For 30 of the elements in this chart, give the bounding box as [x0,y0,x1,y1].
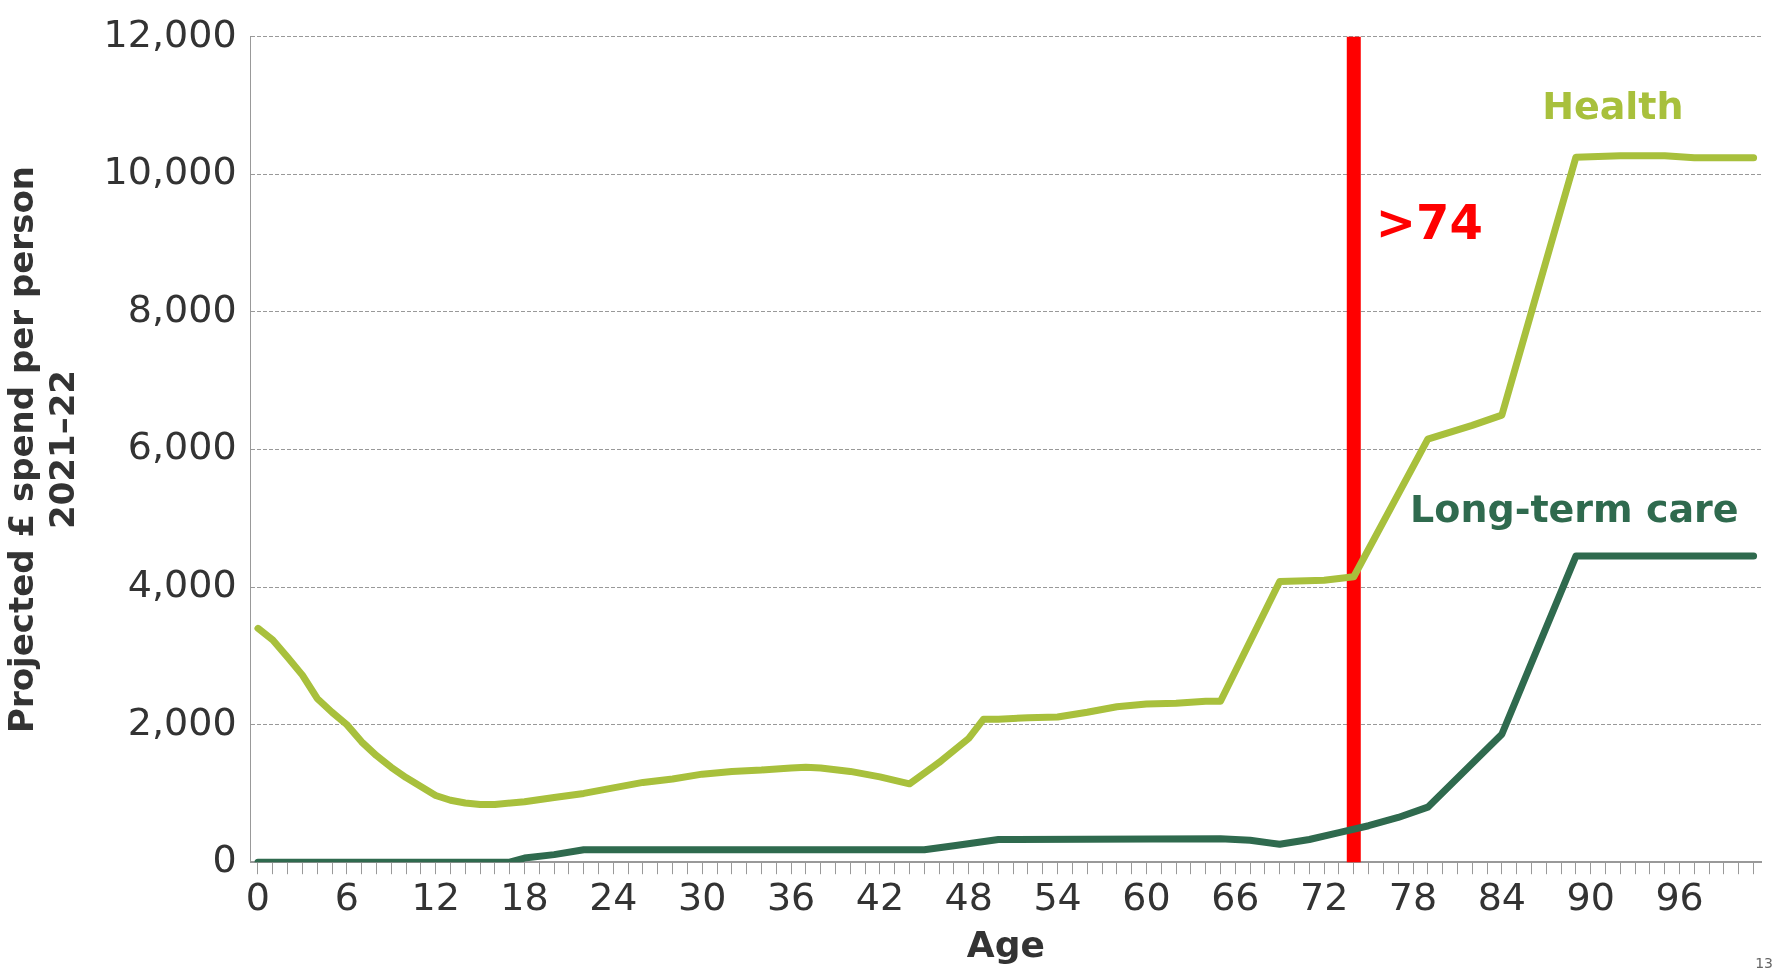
x-tick-label: 36 [766,874,816,919]
x-tick-label: 24 [589,874,638,919]
x-tick-label: 48 [944,874,993,919]
x-tick-label: 72 [1299,874,1349,919]
x-tick-label: 66 [1211,874,1260,919]
y-tick-label: 4,000 [127,561,237,606]
y-tick-label: 12,000 [103,11,237,56]
text: 13 [1755,955,1773,971]
y-axis-title: Projected £ spend per person 2021–22 [1,166,83,733]
x-tick-label: 0 [245,874,271,919]
y-tick-label: 8,000 [127,286,237,331]
x-tick-label: 60 [1122,874,1171,919]
x-tick-label: 90 [1566,874,1615,919]
x-tick-label: 84 [1477,874,1527,919]
x-axis-title: Age [966,923,1045,965]
y-tick-label: 6,000 [127,424,237,469]
x-tick-label: 30 [678,874,727,919]
series-label: Health [1542,83,1684,128]
y-tick-label: 0 [212,837,237,882]
x-tick-label: 12 [411,874,460,919]
y-tick-label: 2,000 [127,699,237,744]
x-tick-label: 42 [855,874,905,919]
x-tick-label: 78 [1388,874,1438,919]
ref-line-label: >74 [1375,194,1483,251]
x-tick-label: 18 [500,874,549,919]
x-tick-label: 6 [334,874,359,919]
x-tick-label: 96 [1655,874,1704,919]
y-tick-label: 10,000 [103,149,237,194]
x-tick-label: 54 [1033,874,1082,919]
series-label: Long-term care [1410,486,1739,531]
